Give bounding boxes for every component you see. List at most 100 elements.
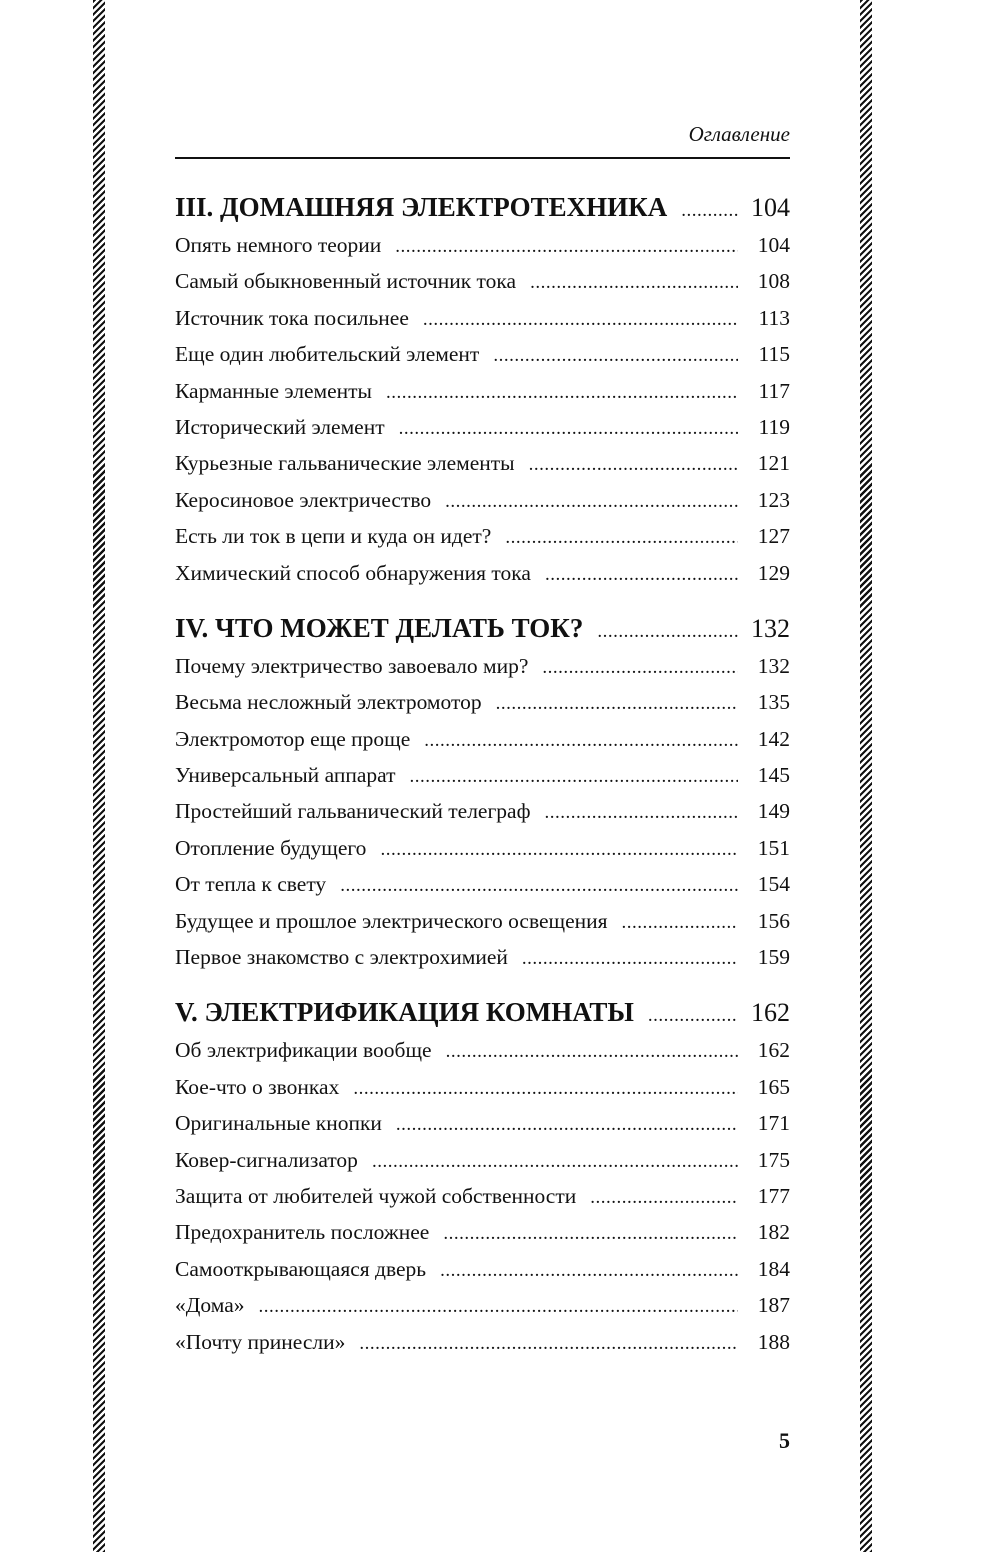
dot-leader [424,723,738,759]
dot-leader [505,520,738,556]
toc-entry-page: 151 [757,835,790,860]
toc-entry: Электромотор еще проще 142 [175,721,790,757]
toc-entry-page: 123 [757,487,790,512]
dot-leader [340,868,738,904]
header-rule [175,157,790,159]
toc-entry: Есть ли ток в цепи и куда он идет? 127 [175,518,790,554]
toc-entry: Опять немного теории 104 [175,227,790,263]
chapter-heading-page: 162 [751,998,790,1028]
toc-entry-page: 117 [758,378,790,403]
toc-entry-title: Весьма несложный электромотор [175,690,482,715]
toc-entry-page: 135 [757,690,790,715]
toc-entry-page: 159 [757,945,790,970]
toc-entry-page: 177 [757,1183,790,1208]
toc-entry-title: Есть ли ток в цепи и куда он идет? [175,524,492,549]
toc-entry-page: 113 [758,305,790,330]
dot-leader [353,1071,738,1107]
toc-entry-title: Еще один любительский элемент [175,342,480,367]
toc-entry: Оригинальные кнопки 171 [175,1105,790,1141]
dot-leader [410,759,738,795]
toc-entry-title: Кое-что о звонках [175,1074,340,1099]
dot-leader [530,265,738,301]
toc-entry-page: 171 [757,1111,790,1136]
toc-entry-title: Ковер-сигнализатор [175,1147,358,1172]
toc-entry-title: Об электрификации вообще [175,1038,432,1063]
toc-entry-page: 187 [757,1293,790,1318]
dot-leader [522,941,738,977]
toc-entry: Об электрификации вообще 162 [175,1032,790,1068]
page-number: 5 [779,1428,790,1453]
dot-leader [445,484,738,520]
toc-entry-title: Самый обыкновенный источник тока [175,269,517,294]
toc-entry-page: 127 [757,524,790,549]
chapter-heading-page: 104 [751,193,790,222]
chapter-heading: III. ДОМАШНЯЯ ЭЛЕКТРОТЕХНИКА 104 [175,188,790,227]
toc-entry-title: Защита от любителей чужой собственности [175,1183,577,1208]
toc-entry-title: «Почту принесли» [175,1329,346,1354]
toc-entry-page: 129 [757,560,790,585]
toc-entry-page: 115 [758,342,790,367]
toc-entry-page: 108 [757,269,790,294]
toc-entry: Кое-что о звонках 165 [175,1069,790,1105]
dot-leader [529,447,738,483]
dot-leader [590,1180,738,1216]
dot-leader [423,302,738,338]
toc-entry-title: Химический способ обнаружения тока [175,560,531,585]
toc-entry-page: 175 [757,1147,790,1172]
toc-entry: Отопление будущего 151 [175,830,790,866]
toc-entry-title: Карманные элементы [175,378,373,403]
dot-leader [545,795,738,831]
dot-leader [496,686,738,722]
dot-leader [395,229,738,265]
dot-leader [359,1326,738,1362]
toc-entry-page: 184 [757,1256,790,1281]
chapter-heading-title: III. ДОМАШНЯЯ ЭЛЕКТРОТЕХНИКА [175,192,668,222]
toc-entry-title: Керосиновое электричество [175,487,432,512]
toc-entry: Курьезные гальванические элементы 121 [175,445,790,481]
toc-entry: Химический способ обнаружения тока 129 [175,555,790,591]
toc-entry-title: Курьезные гальванические элементы [175,451,515,476]
toc-entry-title: От тепла к свету [175,872,327,897]
dot-leader [622,905,738,941]
toc-entry: Предохранитель посложнее 182 [175,1214,790,1250]
toc-entry: Керосиновое электричество 123 [175,482,790,518]
toc-entry: Исторический элемент 119 [175,409,790,445]
toc-entry-title: Отопление будущего [175,835,367,860]
toc-entry: Универсальный аппарат 145 [175,757,790,793]
toc-entry-title: Источник тока посильнее [175,305,409,330]
dot-leader [259,1289,738,1325]
toc-entry: Самооткрывающаяся дверь 184 [175,1251,790,1287]
toc-entry-title: «Дома» [175,1293,245,1318]
toc-entry: Защита от любителей чужой собственности 1… [175,1178,790,1214]
toc-entry: Почему электричество завоевало мир? 132 [175,648,790,684]
toc-entry-title: Исторический элемент [175,414,385,439]
toc-entry-page: 121 [757,451,790,476]
chapter-heading: IV. ЧТО МОЖЕТ ДЕЛАТЬ ТОК? 132 [175,609,790,648]
toc-entry-page: 149 [757,799,790,824]
toc-entry-page: 142 [757,726,790,751]
table-of-contents: III. ДОМАШНЯЯ ЭЛЕКТРОТЕХНИКА 104 Опять нем… [175,188,790,1360]
toc-entry-title: Опять немного теории [175,233,382,257]
toc-entry-title: Электромотор еще проще [175,726,411,751]
toc-entry-title: Оригинальные кнопки [175,1111,382,1136]
dot-leader [380,832,738,868]
toc-entry: Будущее и прошлое электрического освещен… [175,903,790,939]
toc-entry-title: Первое знакомство с электрохимией [175,945,508,970]
toc-entry: Весьма несложный электромотор 135 [175,684,790,720]
chapter-heading: V. ЭЛЕКТРИФИКАЦИЯ КОМНАТЫ 162 [175,993,790,1032]
toc-entry-title: Самооткрывающаяся дверь [175,1256,427,1281]
toc-entry-title: Универсальный аппарат [175,763,396,788]
toc-entry-page: 156 [757,908,790,933]
toc-entry-page: 182 [757,1220,790,1245]
dot-leader [542,650,738,686]
toc-entry: Простейший гальванический телеграф 149 [175,793,790,829]
toc-entry: Первое знакомство с электрохимией 159 [175,939,790,975]
chapter-heading-title: IV. ЧТО МОЖЕТ ДЕЛАТЬ ТОК? [175,612,584,643]
dot-leader [597,612,738,651]
toc-entry: Еще один любительский элемент 115 [175,336,790,372]
chapter-heading-page: 132 [751,613,790,643]
dot-leader [493,338,738,374]
dot-leader [648,996,738,1035]
toc-entry: Самый обыкновенный источник тока 108 [175,263,790,299]
toc-entry: «Почту принесли» 188 [175,1324,790,1360]
